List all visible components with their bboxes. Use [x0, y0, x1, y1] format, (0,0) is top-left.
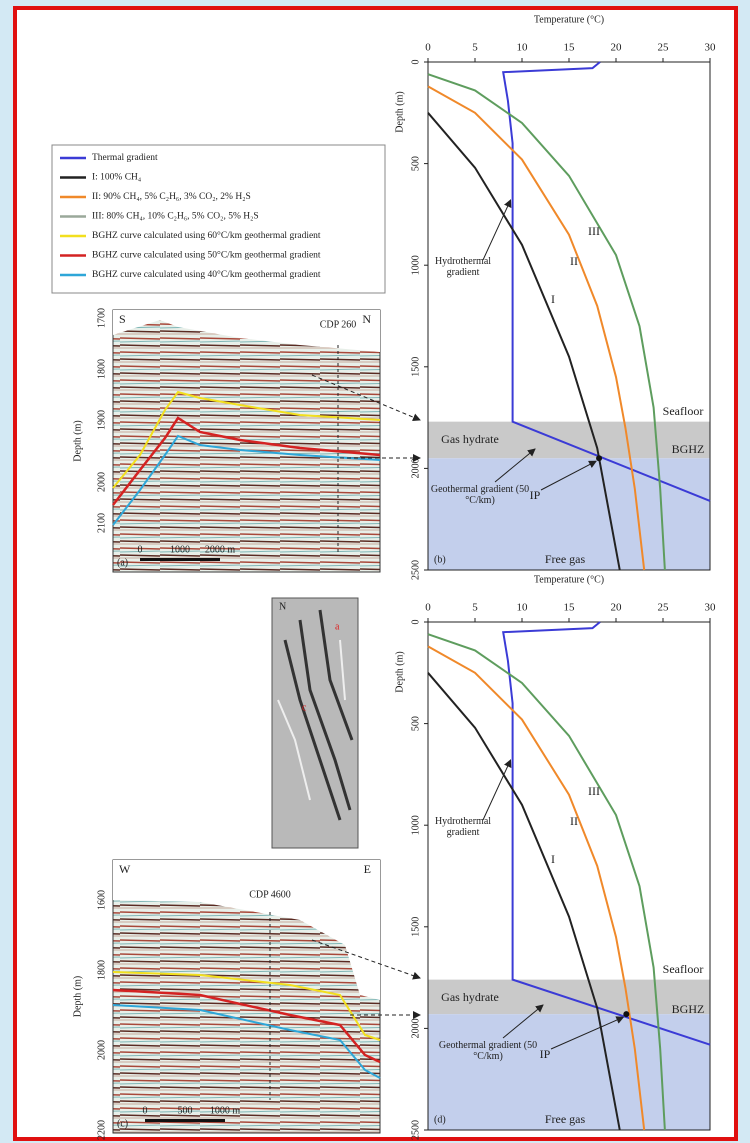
map-label: a [335, 621, 340, 632]
x-tick-label: 20 [611, 602, 623, 614]
x-tick-label: 30 [705, 42, 717, 54]
y-tick-label: 1800 [96, 960, 107, 980]
scale-label: 0 [143, 1105, 148, 1116]
annotation: IP [530, 488, 541, 502]
annotation: IP [540, 1047, 551, 1061]
x-tick-label: 10 [517, 42, 529, 54]
scale-bar [140, 558, 220, 561]
panel-label: (c) [117, 1118, 128, 1129]
annotation: Geothermal gradient (50 °C/km) [438, 1040, 538, 1062]
y-tick-label: 1500 [410, 917, 421, 937]
series-label: II [570, 814, 578, 828]
y-tick-label: 1800 [96, 359, 107, 379]
x-tick-label: 20 [611, 42, 623, 54]
y-tick-label: 2000 [96, 472, 107, 492]
ip-point [623, 1011, 629, 1017]
y-tick-label: 500 [410, 156, 421, 171]
scale-label: 1000 m [210, 1105, 241, 1116]
y-axis-label: Depth (m) [394, 91, 405, 132]
series-label: I [551, 852, 555, 866]
panel-left: S [119, 312, 126, 326]
zone-label: Gas hydrate [441, 990, 499, 1004]
scale-label: 2000 m [205, 544, 236, 555]
x-tick-label: 25 [658, 42, 670, 54]
zone-label: Free gas [545, 1112, 586, 1126]
panel-label: (b) [434, 554, 446, 565]
legend-label: III: 80% CH₄, 10% C₂H₆, 5% CO₂, 5% H₂S [92, 212, 259, 222]
x-tick-label: 15 [564, 42, 576, 54]
legend-label: II: 90% CH₄, 5% C₂H₆, 3% CO₂, 2% H₂S [92, 192, 251, 202]
x-tick-label: 0 [425, 602, 431, 614]
x-axis-label: Temperature (°C) [534, 574, 604, 585]
panel-label: (d) [434, 1114, 446, 1125]
annotation: Seafloor [663, 404, 704, 418]
series-label: III [588, 784, 600, 798]
y-tick-label: 1700 [96, 308, 107, 328]
y-tick-label: 2200 [96, 1120, 107, 1140]
y-tick-label: 2500 [410, 560, 421, 580]
map-label: c [302, 702, 307, 713]
y-axis-label: Depth (m) [72, 420, 83, 461]
ip-point [596, 455, 602, 461]
scale-label: 500 [178, 1105, 193, 1116]
y-tick-label: 500 [410, 716, 421, 731]
series-label: III [588, 224, 600, 238]
series-label: II [570, 254, 578, 268]
y-axis-label: Depth (m) [394, 651, 405, 692]
x-tick-label: 25 [658, 602, 670, 614]
scale-bar [145, 1119, 225, 1122]
figure: Thermal gradient I: 100% CH₄ II: 90% CH₄, … [0, 0, 750, 1143]
zone-label: Free gas [545, 552, 586, 566]
x-tick-label: 0 [425, 42, 431, 54]
y-tick-label: 1600 [96, 890, 107, 910]
y-tick-label: 2100 [96, 513, 107, 533]
panel-right: E [364, 862, 371, 876]
y-tick-label: 2000 [96, 1040, 107, 1060]
y-tick-label: 1000 [410, 255, 421, 275]
panel-right: N [362, 312, 371, 326]
y-tick-label: 2000 [410, 1018, 421, 1038]
x-tick-label: 10 [517, 602, 529, 614]
annotation: Geothermal gradient (50 °C/km) [430, 484, 530, 506]
panel-label: (a) [117, 557, 128, 568]
y-tick-label: 2000 [410, 458, 421, 478]
scale-label: 0 [138, 544, 143, 555]
legend-label: BGHZ curve calculated using 40°C/km geot… [92, 269, 321, 280]
series-label: Hydrothermal gradient [423, 816, 503, 838]
legend-label: I: 100% CH₄ [92, 173, 141, 183]
x-axis-label: Temperature (°C) [534, 14, 604, 25]
series-label: I [551, 292, 555, 306]
series-label: Hydrothermal gradient [423, 256, 503, 278]
panel-left: W [119, 862, 131, 876]
y-tick-label: 1900 [96, 410, 107, 430]
scale-label: 1000 [170, 544, 190, 555]
cdp-label: CDP 260 [320, 319, 357, 330]
annotation: Seafloor [663, 962, 704, 976]
y-tick-label: 2500 [410, 1120, 421, 1140]
annotation: BGHZ [672, 442, 705, 456]
x-tick-label: 15 [564, 602, 576, 614]
x-tick-label: 30 [705, 602, 717, 614]
y-tick-label: 1000 [410, 815, 421, 835]
x-tick-label: 5 [472, 602, 478, 614]
y-tick-label: 0 [410, 620, 421, 625]
page: {"legend": [ {"name": "Thermal gradient"… [0, 0, 750, 1143]
y-axis-label: Depth (m) [72, 976, 83, 1017]
legend-label: BGHZ curve calculated using 60°C/km geot… [92, 230, 321, 241]
annotation: BGHZ [672, 1002, 705, 1016]
y-tick-label: 0 [410, 60, 421, 65]
y-tick-label: 1500 [410, 357, 421, 377]
legend-label: BGHZ curve calculated using 50°C/km geot… [92, 250, 321, 261]
map-north: N [279, 601, 286, 612]
cdp-label: CDP 4600 [249, 889, 291, 900]
x-tick-label: 5 [472, 42, 478, 54]
zone-label: Gas hydrate [441, 432, 499, 446]
legend-label: Thermal gradient [92, 153, 158, 163]
